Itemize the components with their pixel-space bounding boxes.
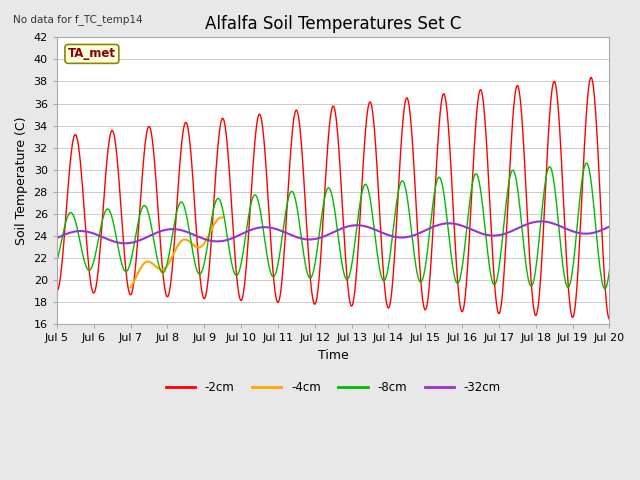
-32cm xyxy=(605,224,613,229)
-32cm xyxy=(368,226,376,231)
-2cm xyxy=(96,252,104,258)
Y-axis label: Soil Temperature (C): Soil Temperature (C) xyxy=(15,117,28,245)
-8cm xyxy=(605,267,613,273)
-8cm xyxy=(601,286,609,291)
-8cm xyxy=(118,262,126,268)
-2cm xyxy=(367,101,375,107)
Text: TA_met: TA_met xyxy=(68,48,116,60)
-2cm xyxy=(587,74,595,80)
-2cm xyxy=(53,288,61,294)
-8cm xyxy=(367,204,375,209)
Line: -32cm: -32cm xyxy=(57,221,609,243)
-8cm xyxy=(96,230,104,236)
-2cm xyxy=(118,220,126,226)
-32cm xyxy=(122,240,129,246)
-32cm xyxy=(53,235,61,241)
Line: -8cm: -8cm xyxy=(57,163,609,288)
X-axis label: Time: Time xyxy=(318,349,349,362)
Legend: -2cm, -4cm, -8cm, -32cm: -2cm, -4cm, -8cm, -32cm xyxy=(161,376,506,398)
Text: No data for f_TC_temp14: No data for f_TC_temp14 xyxy=(13,14,143,25)
Line: -4cm: -4cm xyxy=(131,217,222,288)
-8cm xyxy=(309,271,317,277)
-2cm xyxy=(299,159,307,165)
-2cm xyxy=(605,316,613,322)
-32cm xyxy=(300,236,307,242)
-32cm xyxy=(537,218,545,224)
Title: Alfalfa Soil Temperatures Set C: Alfalfa Soil Temperatures Set C xyxy=(205,15,461,33)
-2cm xyxy=(309,295,317,301)
-32cm xyxy=(118,240,126,246)
-8cm xyxy=(53,258,61,264)
-32cm xyxy=(288,232,296,238)
Line: -2cm: -2cm xyxy=(57,77,609,319)
-32cm xyxy=(309,236,317,242)
-8cm xyxy=(287,189,295,194)
-8cm xyxy=(583,160,591,166)
-32cm xyxy=(96,233,104,239)
-8cm xyxy=(299,245,307,251)
-2cm xyxy=(287,141,295,146)
